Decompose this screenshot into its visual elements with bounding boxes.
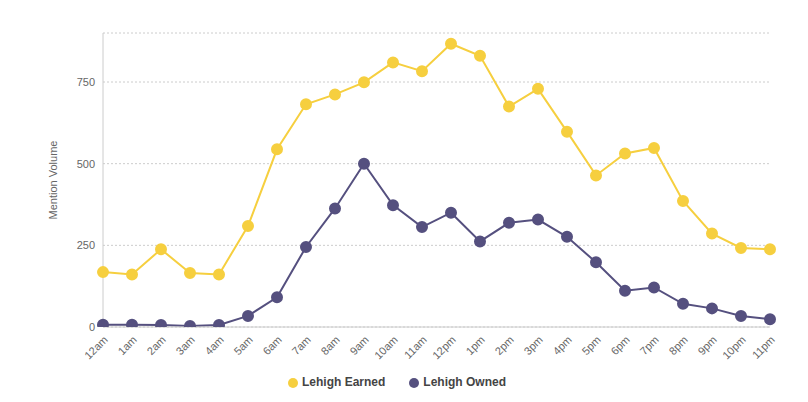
svg-text:3pm: 3pm (521, 333, 545, 357)
svg-text:11pm: 11pm (750, 333, 777, 360)
svg-text:4am: 4am (202, 333, 226, 357)
svg-text:5am: 5am (231, 333, 255, 357)
svg-text:5pm: 5pm (579, 333, 603, 357)
svg-text:11am: 11am (402, 333, 429, 360)
html-text:Lehigh Earned: Lehigh Earned (302, 375, 386, 389)
svg-text:1am: 1am (115, 333, 139, 357)
svg-text:7am: 7am (289, 333, 313, 357)
html-text:Lehigh Owned: Lehigh Owned (423, 375, 506, 389)
svg-text:12am: 12am (82, 333, 110, 361)
svg-text:10am: 10am (372, 333, 400, 361)
svg-text:250: 250 (77, 239, 95, 251)
svg-text:7pm: 7pm (637, 333, 661, 357)
svg-text:8am: 8am (318, 333, 342, 357)
svg-text:2am: 2am (144, 333, 168, 357)
svg-text:500: 500 (77, 158, 95, 170)
svg-text:1pm: 1pm (463, 333, 487, 357)
svg-text:2pm: 2pm (492, 333, 516, 357)
svg-text:3am: 3am (173, 333, 197, 357)
svg-text:6pm: 6pm (608, 333, 632, 357)
svg-text:8pm: 8pm (666, 333, 690, 357)
svg-text:10pm: 10pm (720, 333, 748, 361)
svg-text:9am: 9am (347, 333, 371, 357)
svg-text:4pm: 4pm (550, 333, 574, 357)
svg-text:6am: 6am (260, 333, 284, 357)
svg-text:9pm: 9pm (695, 333, 719, 357)
svg-text:12pm: 12pm (430, 333, 458, 361)
svg-text:750: 750 (77, 76, 95, 88)
svg-text:Mention Volume: Mention Volume (47, 141, 59, 220)
svg-text:0: 0 (89, 321, 95, 333)
